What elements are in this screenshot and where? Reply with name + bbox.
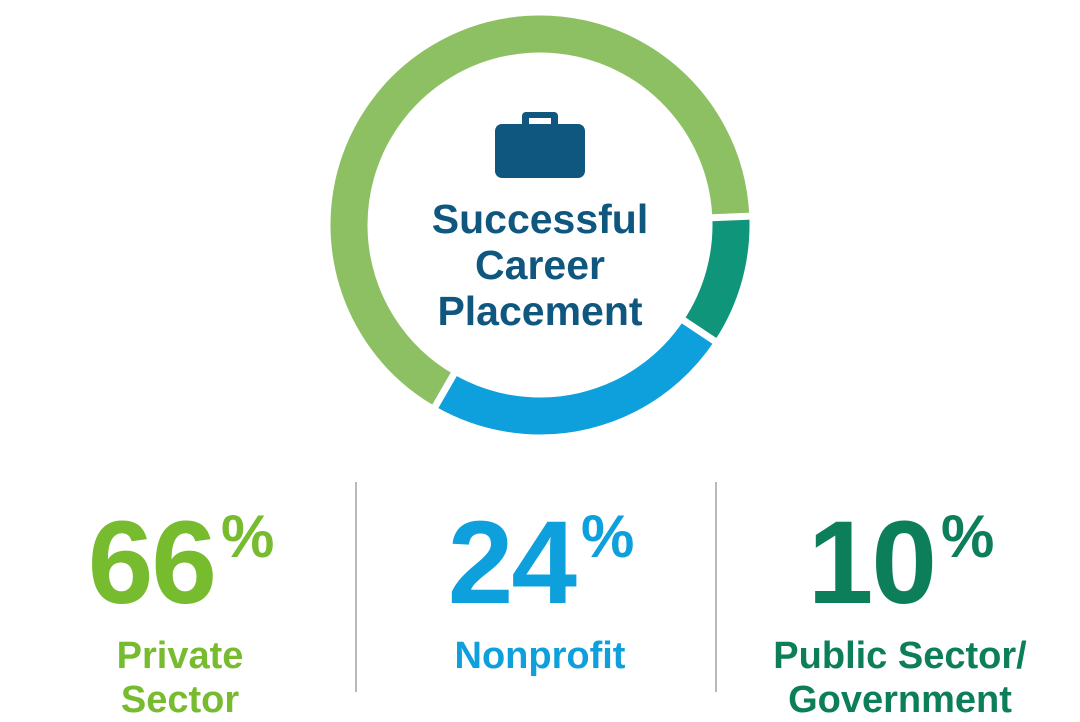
segment-gap — [422, 356, 467, 425]
donut-segment — [330, 15, 750, 407]
segment-gap — [693, 211, 768, 223]
category-label: Private Sector — [116, 635, 244, 721]
segment-gap — [666, 307, 732, 355]
separator — [715, 482, 717, 692]
category-label: Public Sector/ Government — [773, 635, 1027, 721]
legend-item: 24% Nonprofit — [360, 478, 720, 678]
donut-chart — [330, 15, 768, 435]
donut-segment — [435, 320, 715, 435]
separator — [355, 482, 357, 692]
briefcase-icon — [495, 112, 585, 178]
legend-item: 66% Private Sector — [0, 478, 360, 722]
value-label: 10% — [807, 497, 995, 629]
donut-segment — [683, 216, 750, 341]
chart-title: Successful Career Placement — [431, 196, 649, 334]
category-label: Nonprofit — [454, 635, 626, 677]
value-label: 66% — [87, 497, 275, 629]
value-label: 24% — [447, 497, 635, 629]
legend-item: 10% Public Sector/ Government — [720, 478, 1080, 722]
